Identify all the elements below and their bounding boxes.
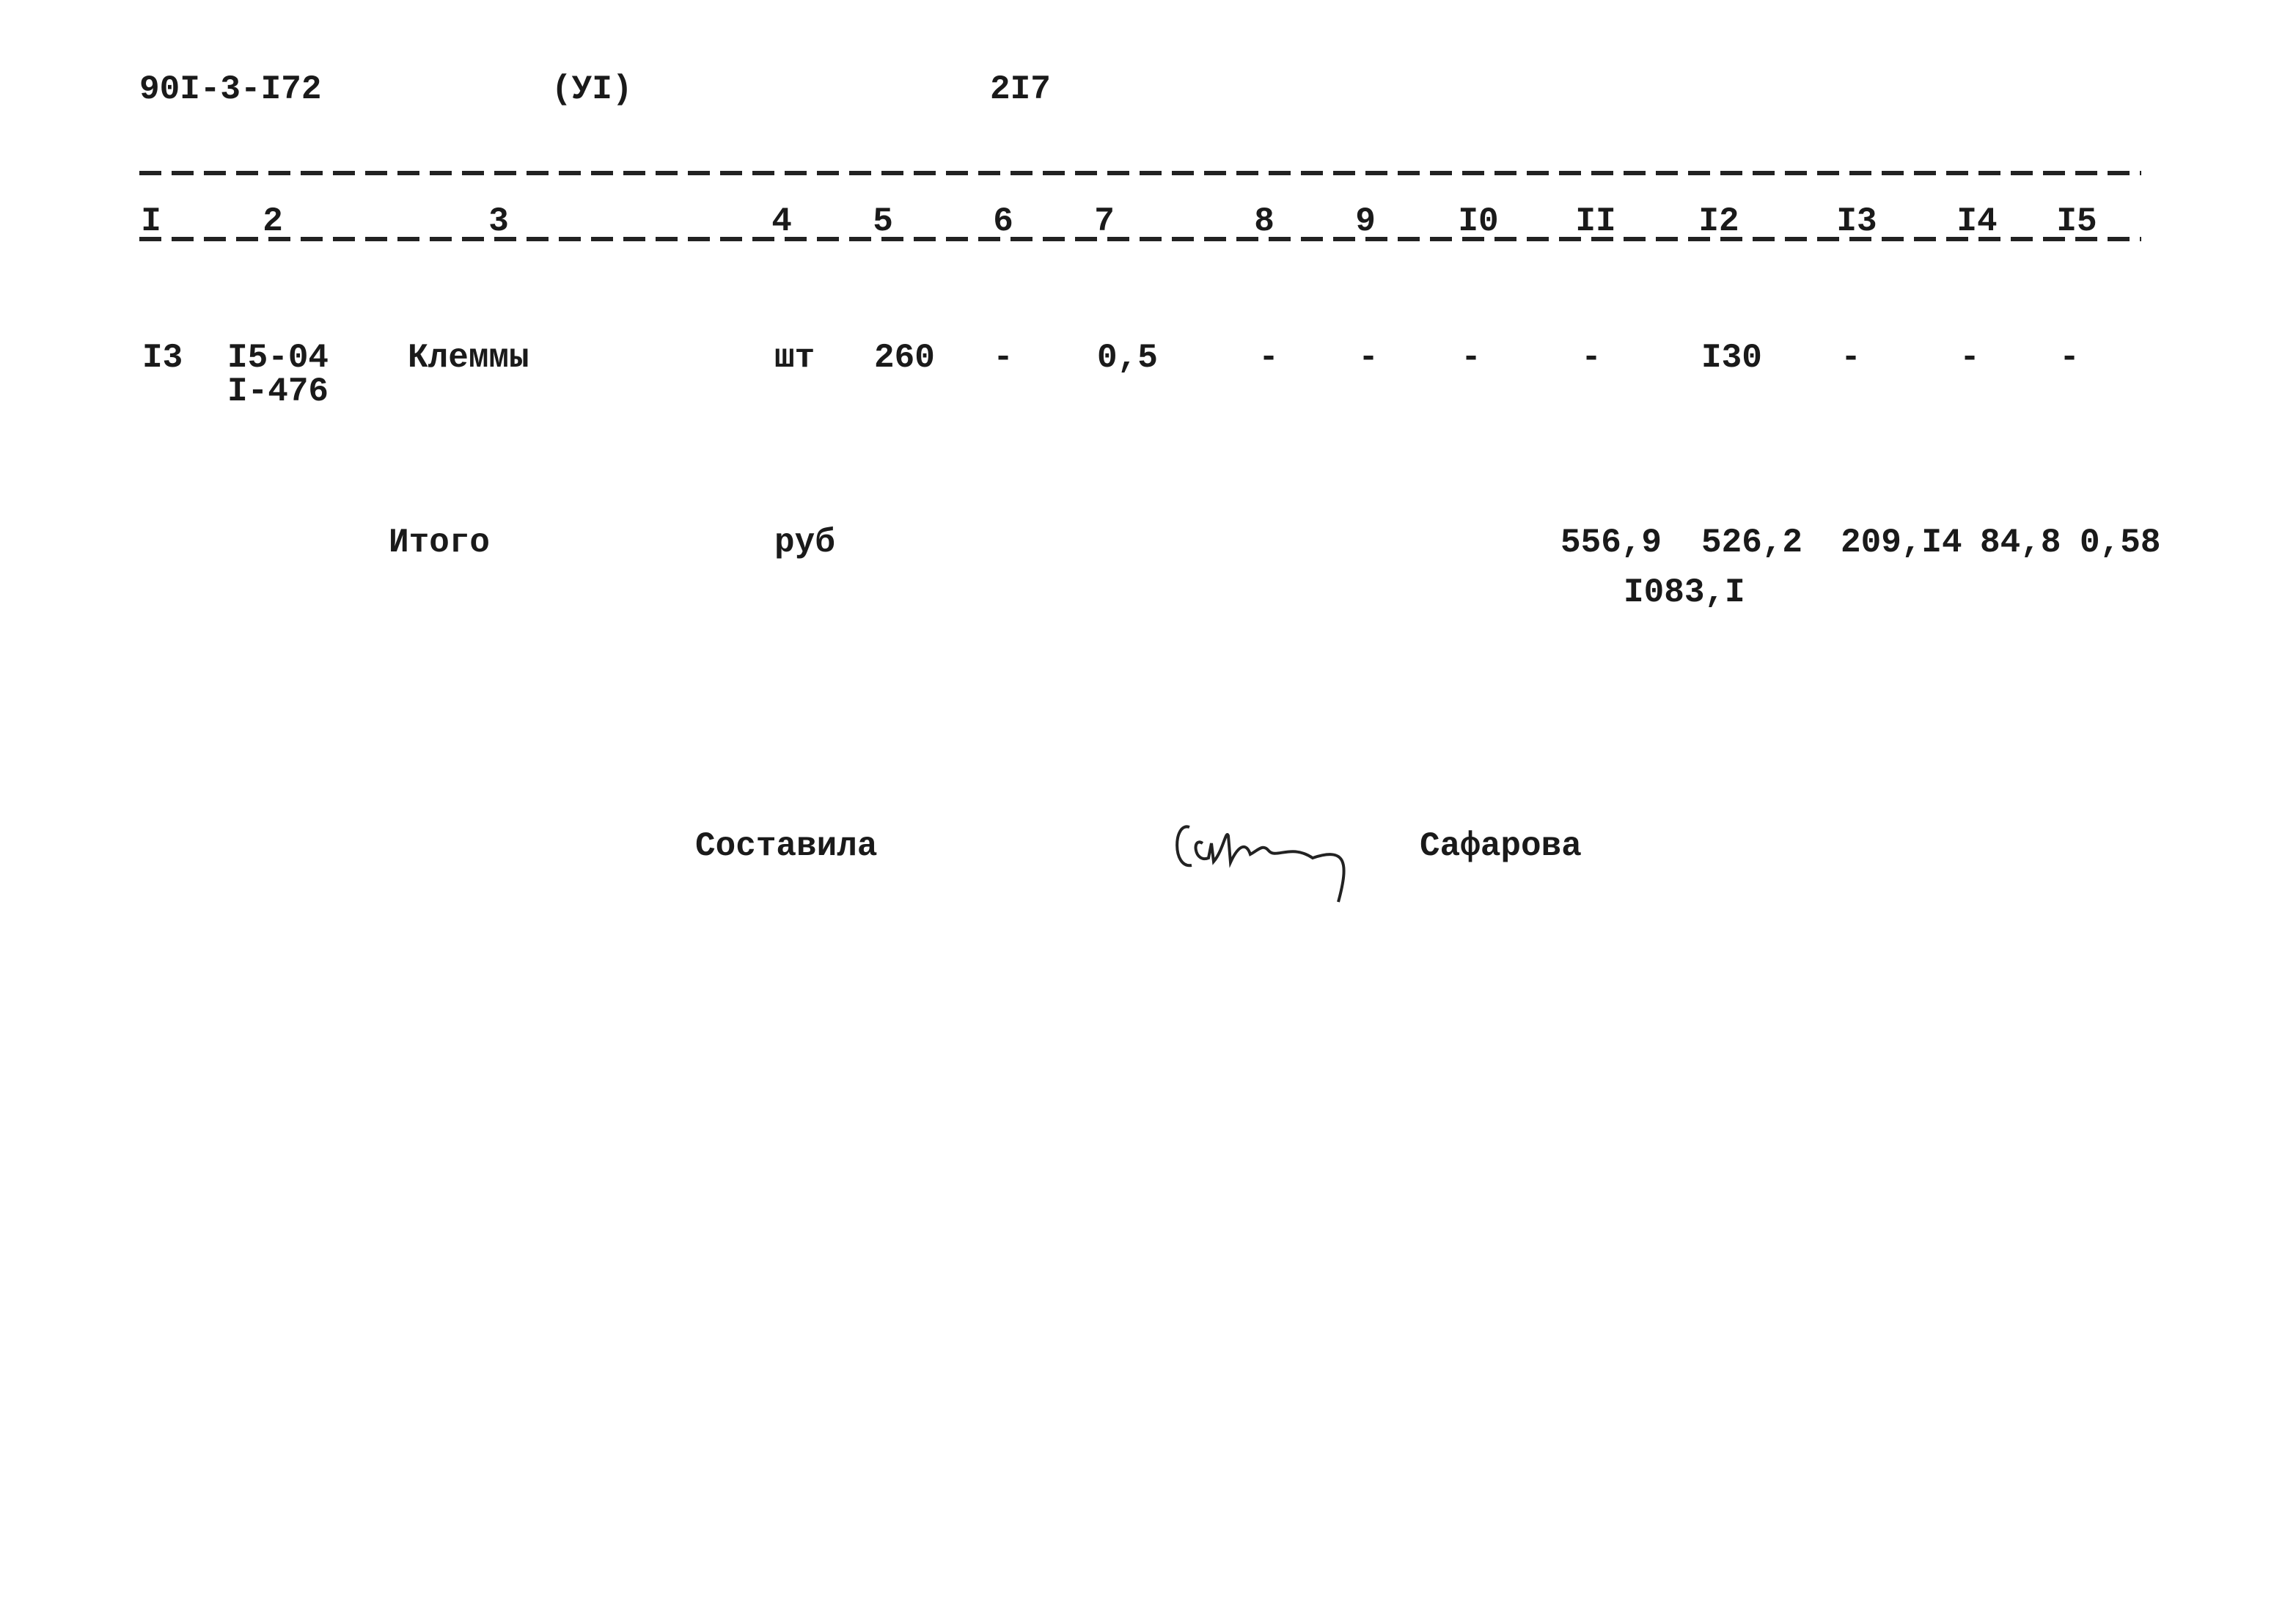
table-cell: I-476 — [227, 373, 329, 411]
column-header: I5 — [2056, 202, 2097, 241]
column-header: I0 — [1458, 202, 1498, 241]
table-cell: 0,5 — [1097, 339, 1158, 377]
table-cell: 260 — [874, 339, 935, 377]
total-label: Итого — [389, 524, 490, 562]
table-cell: - — [1258, 339, 1279, 377]
table-cell: - — [2059, 339, 2080, 377]
signature-scribble — [1175, 825, 1346, 903]
table-cell: I30 — [1701, 339, 1762, 377]
total-value: 84,8 — [1980, 524, 2061, 562]
column-header: I2 — [1698, 202, 1739, 241]
column-header: 4 — [771, 202, 792, 241]
total-value: 526,2 — [1701, 524, 1802, 562]
signature-role: Составила — [695, 827, 877, 865]
doc-part: (УI) — [551, 70, 632, 109]
column-header: 6 — [993, 202, 1013, 241]
signature-name: Сафарова — [1420, 827, 1582, 865]
table-cell: - — [1581, 339, 1602, 377]
total-value: 556,9 — [1560, 524, 1662, 562]
table-cell: - — [993, 339, 1013, 377]
column-header: I — [141, 202, 161, 241]
column-header: I3 — [1836, 202, 1877, 241]
column-header: 2 — [263, 202, 283, 241]
table-cell: I5-04 — [227, 339, 329, 377]
column-header: 3 — [488, 202, 509, 241]
doc-code: 90I-3-I72 — [139, 70, 321, 109]
column-header: 9 — [1355, 202, 1376, 241]
column-header: 8 — [1254, 202, 1274, 241]
table-cell: - — [1841, 339, 1861, 377]
table-cell: - — [1461, 339, 1481, 377]
total-value: 0,58 — [2080, 524, 2160, 562]
total-value: 209,I4 — [1841, 524, 1962, 562]
table-cell: - — [1959, 339, 1980, 377]
table-cell: - — [1358, 339, 1379, 377]
table-cell: шт — [774, 339, 815, 377]
column-header: I4 — [1956, 202, 1997, 241]
total-unit: руб — [774, 524, 835, 562]
column-header: 5 — [873, 202, 893, 241]
column-header: II — [1575, 202, 1615, 241]
total-sum: I083,I — [1624, 573, 1745, 612]
column-header: 7 — [1094, 202, 1115, 241]
table-cell: I3 — [142, 339, 183, 377]
table-cell: Клеммы — [408, 339, 529, 377]
page-number: 2I7 — [990, 70, 1051, 109]
